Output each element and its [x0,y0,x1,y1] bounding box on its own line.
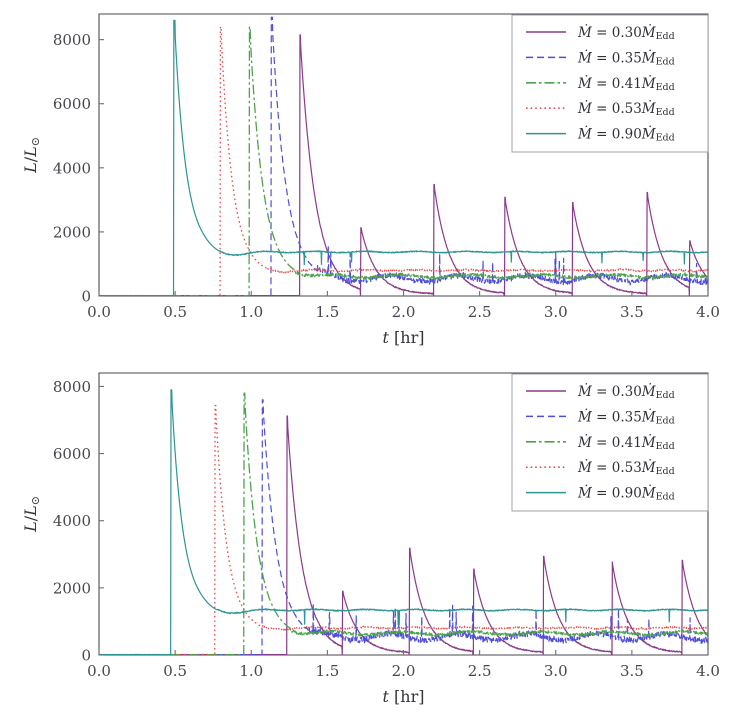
y-tick-label: 0 [81,288,91,306]
series-line [99,26,708,296]
legend-label: Ṁ = 0.41ṀEdd [577,75,675,93]
axes: 0.0 0.5 1.0 1.5 2.0 2.5 3.0 3.5 4.0 0 2000 4000 6000… [53,378,720,680]
legend-label: Ṁ = 0.90ṀEdd [577,126,675,144]
plot-frame [98,372,709,656]
y-tick-label: 8000 [53,378,91,396]
legend-label: Ṁ = 0.41ṀEdd [577,434,675,452]
y-tick-label: 6000 [53,445,91,463]
y-tick-label: 2000 [53,579,91,597]
svg-text:t [hr]: t [hr] [383,687,425,706]
x-tick-label: 2.5 [468,662,492,680]
svg-text:t [hr]: t [hr] [383,328,425,347]
legend-label: Ṁ = 0.30ṀEdd [577,24,675,42]
x-tick-label: 0.5 [163,662,187,680]
legend-label: Ṁ = 0.35ṀEdd [577,408,675,426]
x-tick-label: 1.5 [315,662,339,680]
legend-label: Ṁ = 0.90ṀEdd [577,485,675,503]
x-tick-label: 1.0 [239,662,263,680]
svg-text:L/L⊙: L/L⊙ [21,137,42,174]
x-tick-label: 3.5 [620,662,644,680]
axes: 0.0 0.5 1.0 1.5 2.0 2.5 3.0 3.5 4.0 0 2000 4000 6000… [53,31,720,321]
x-tick-label: 3.0 [544,303,568,321]
y-tick-label: 8000 [53,31,91,49]
legend-label: Ṁ = 0.30ṀEdd [577,383,675,401]
y-tick-label: 4000 [53,512,91,530]
x-tick-label: 3.0 [544,662,568,680]
x-tick-label: 3.5 [620,303,644,321]
plot-top: 0.0 0.5 1.0 1.5 2.0 2.5 3.0 3.5 4.0 0 2000 4000 6000… [21,13,720,347]
legend: Ṁ = 0.30ṀEdd Ṁ = 0.35ṀEdd Ṁ = 0.41ṀE… [511,14,709,153]
series-line [99,19,708,296]
svg-text:L/L⊙: L/L⊙ [21,496,42,533]
y-tick-label: 4000 [53,159,91,177]
plot-bottom: 0.0 0.5 1.0 1.5 2.0 2.5 3.0 3.5 4.0 0 2000 4000 6000… [21,372,720,706]
legend-label: Ṁ = 0.35ṀEdd [577,49,675,67]
x-axis-title: t [hr] [383,687,425,706]
x-tick-label: 2.5 [468,303,492,321]
legend-label: Ṁ = 0.53ṀEdd [577,100,675,118]
x-tick-label: 2.0 [392,303,416,321]
x-tick-label: 4.0 [696,662,720,680]
x-tick-label: 0.0 [87,303,111,321]
series-line [99,26,708,296]
x-tick-label: 4.0 [696,303,720,321]
legend-label: Ṁ = 0.53ṀEdd [577,459,675,477]
chart-panel-bottom: 0.0 0.5 1.0 1.5 2.0 2.5 3.0 3.5 4.0 0 2000 4000 6000… [0,359,736,718]
y-tick-label: 0 [81,647,91,665]
legend: Ṁ = 0.30ṀEdd Ṁ = 0.35ṀEdd Ṁ = 0.41ṀE… [511,373,709,512]
series-line [99,392,708,655]
y-axis-title: L/L⊙ [21,137,42,174]
x-tick-label: 1.0 [239,303,263,321]
x-tick-label: 2.0 [392,662,416,680]
series-line [99,16,708,296]
x-tick-label: 0.5 [163,303,187,321]
x-tick-label: 1.5 [315,303,339,321]
chart-panel-top: 0.0 0.5 1.0 1.5 2.0 2.5 3.0 3.5 4.0 0 2000 4000 6000… [21,13,720,347]
data-lines [99,16,708,296]
y-axis-title: L/L⊙ [21,496,42,533]
series-line [99,389,708,655]
x-axis-title: t [hr] [383,328,425,347]
x-tick-label: 0.0 [87,662,111,680]
y-tick-label: 2000 [53,223,91,241]
y-tick-label: 6000 [53,95,91,113]
series-line [99,399,708,655]
series-line [99,404,708,655]
